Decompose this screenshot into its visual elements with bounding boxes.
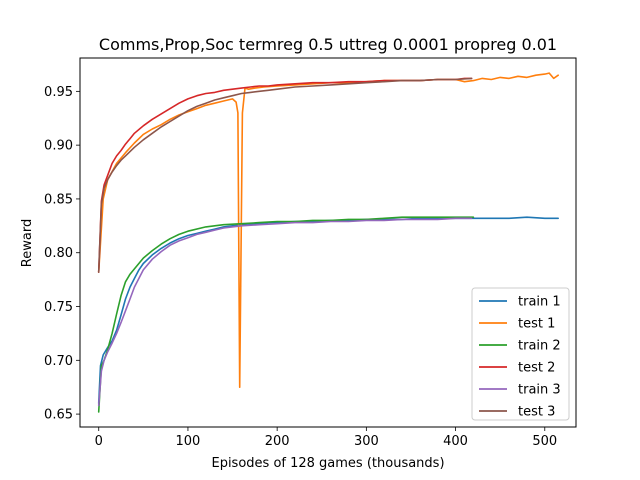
legend-label: test 3 [518, 405, 555, 420]
legend-label: test 2 [518, 361, 555, 376]
legend-entry: test 3 [479, 405, 555, 420]
y-tick-label: 0.75 [44, 300, 73, 315]
series-line-test-1 [97, 72, 560, 389]
x-tick-label: 400 [443, 434, 468, 449]
legend-entry: test 1 [479, 317, 555, 332]
y-tick-label: 0.90 [44, 139, 73, 154]
legend-box [471, 287, 570, 421]
x-tick-label: 500 [532, 434, 557, 449]
legend-label: train 1 [518, 295, 561, 310]
y-axis: 0.65 0.70 0.75 0.80 0.85 0.90 0.95 [44, 85, 80, 423]
legend-entry: test 2 [479, 361, 555, 376]
legend-entry: train 2 [479, 339, 561, 354]
legend-label: test 1 [518, 317, 555, 332]
legend: train 1 test 1 train 2 test 2 train 3 test 3 [471, 287, 570, 421]
y-tick-label: 0.65 [44, 408, 73, 423]
series-line-test-2 [97, 77, 473, 273]
y-tick-label: 0.95 [44, 85, 73, 100]
series-line-train-2 [97, 216, 475, 413]
x-axis: 0 100 200 300 400 500 [95, 427, 557, 449]
y-axis-title: Reward [20, 219, 35, 267]
x-tick-label: 100 [176, 434, 201, 449]
series-layer [97, 72, 560, 413]
legend-entries: train 1 test 1 train 2 test 2 train 3 test 3 [479, 295, 561, 420]
x-tick-label: 200 [265, 434, 290, 449]
legend-entry: train 1 [479, 295, 561, 310]
series-line-test-3 [97, 77, 473, 273]
y-tick-label: 0.70 [44, 354, 73, 369]
plot-frame [79, 57, 577, 428]
x-tick-label: 0 [95, 434, 103, 449]
legend-entry: train 3 [479, 383, 561, 398]
legend-label: train 2 [518, 339, 561, 354]
legend-label: train 3 [518, 383, 561, 398]
chart-title: Comms,Prop,Soc termreg 0.5 uttreg 0.0001… [99, 35, 557, 54]
x-axis-title: Episodes of 128 games (thousands) [211, 456, 444, 471]
series-line-train-3 [97, 217, 473, 407]
y-tick-label: 0.80 [44, 246, 73, 261]
series-line-train-1 [97, 216, 560, 405]
y-tick-label: 0.85 [44, 192, 73, 207]
x-tick-label: 300 [354, 434, 379, 449]
